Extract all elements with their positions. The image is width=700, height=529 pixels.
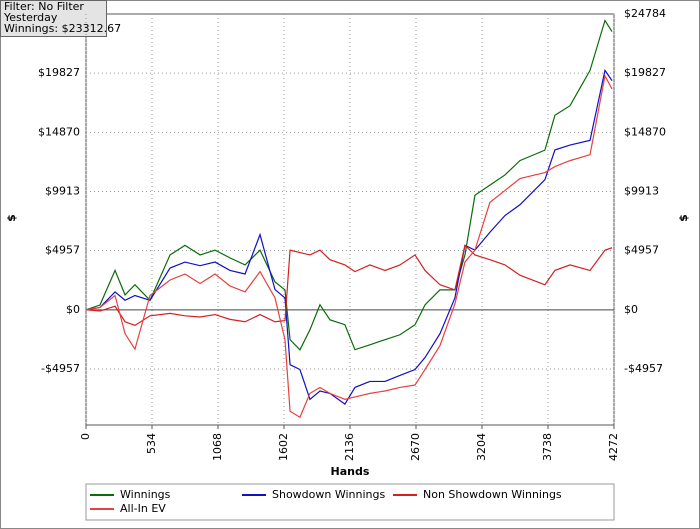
y-tick-label: $19827 <box>38 66 80 79</box>
y-tick-label: $9913 <box>45 184 80 197</box>
series-line <box>85 19 613 351</box>
x-tick-label: 3204 <box>475 433 488 461</box>
info-line: Filter: No Filter <box>4 0 84 13</box>
legend-label: All-In EV <box>120 502 166 515</box>
y2-tick-label: -$4957 <box>624 362 663 375</box>
series-line <box>85 68 613 405</box>
x-tick-label: 1602 <box>277 433 290 461</box>
y2-tick-label: $14870 <box>624 125 666 138</box>
x-tick-label: 534 <box>145 433 158 454</box>
x-tick-label: 3738 <box>541 433 554 461</box>
y2-tick-label: $4957 <box>624 244 659 257</box>
y-tick-label: $14870 <box>38 125 80 138</box>
legend-label: Non Showdown Winnings <box>423 488 562 501</box>
y-tick-label: $4957 <box>45 244 80 257</box>
info-line: Yesterday <box>3 11 58 24</box>
legend <box>85 483 615 521</box>
x-tick-label: 1068 <box>211 433 224 461</box>
x-tick-label: 2670 <box>409 433 422 461</box>
plot-area <box>85 13 615 426</box>
series-line <box>85 74 613 419</box>
y2-tick-label: $0 <box>624 303 638 316</box>
series-line <box>85 244 613 326</box>
x-tick-label: 0 <box>79 433 92 440</box>
x-tick-label: 4272 <box>607 433 620 461</box>
x-axis-label: Hands <box>331 465 370 478</box>
x-tick-label: 2136 <box>343 433 356 461</box>
y2-tick-label: $19827 <box>624 66 666 79</box>
y-tick-label: $0 <box>66 303 80 316</box>
info-line: Winnings: $23312.67 <box>4 22 121 35</box>
y2-tick-label: $9913 <box>624 184 659 197</box>
info-box <box>0 0 107 37</box>
y-axis-label: $ <box>5 214 18 222</box>
y2-tick-label: $24784 <box>624 7 666 20</box>
y-tick-label: -$4957 <box>41 362 80 375</box>
legend-label: Winnings <box>120 488 171 501</box>
y2-axis-label: $ <box>677 214 690 222</box>
legend-label: Showdown Winnings <box>272 488 386 501</box>
